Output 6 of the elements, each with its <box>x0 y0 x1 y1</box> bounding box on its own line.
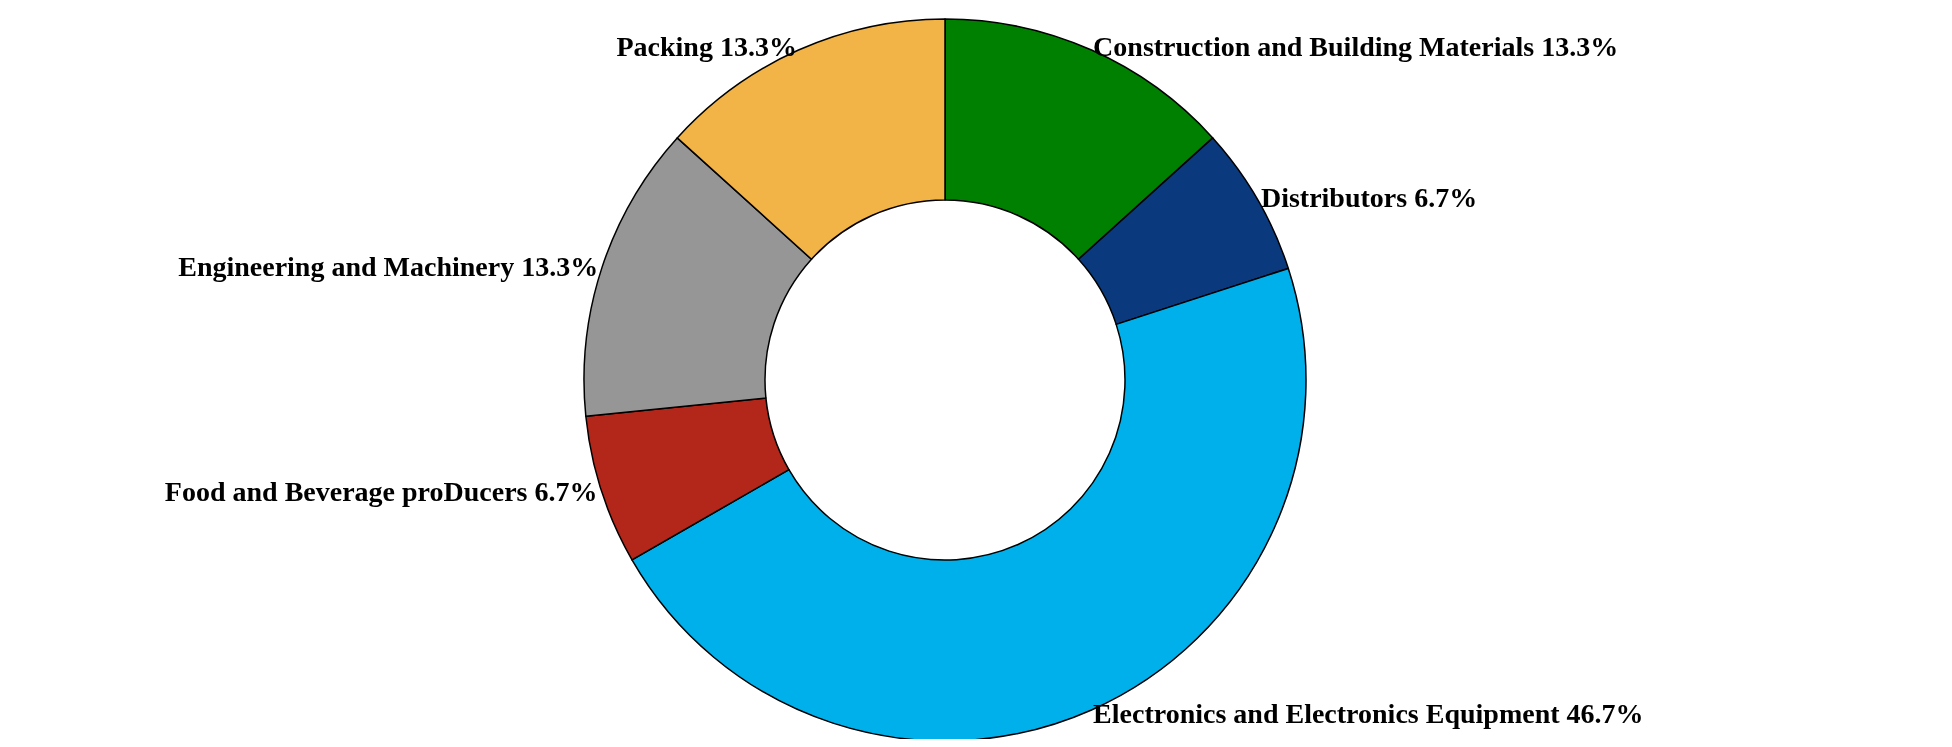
slice-label: Packing 13.3% <box>616 30 797 62</box>
slice-label: Construction and Building Materials 13.3% <box>1093 30 1619 62</box>
slice-label: Engineering and Machinery 13.3% <box>178 250 599 282</box>
slice-label: Distributors 6.7% <box>1260 181 1478 213</box>
slice-label: Food and Beverage proDucers 6.7% <box>164 476 598 508</box>
slice-label: Electronics and Electronics Equipment 46.7% <box>1093 698 1644 730</box>
